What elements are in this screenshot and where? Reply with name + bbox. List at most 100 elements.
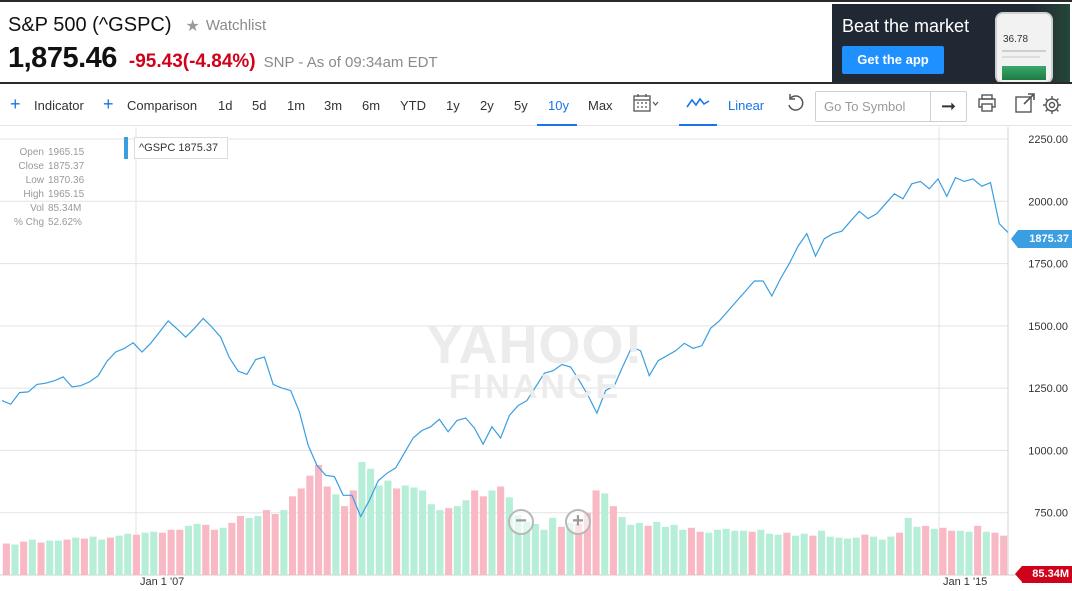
price-row: 1,875.46 -95.43(-4.84%) SNP - As of 09:3…: [8, 42, 438, 75]
volume-bar: [826, 536, 834, 575]
volume-bar: [904, 517, 912, 575]
phone-line: [1002, 50, 1046, 52]
plus-icon: +: [103, 94, 114, 114]
volume-bar: [210, 529, 219, 575]
volume-bar: [618, 516, 626, 575]
goto-symbol: ➞: [815, 91, 967, 122]
popout-icon[interactable]: [1015, 93, 1035, 118]
as-of-text: SNP - As of 09:34am EDT: [263, 54, 438, 71]
volume-bar: [670, 524, 678, 575]
volume-bar: [818, 530, 826, 575]
volume-bar: [627, 524, 635, 575]
ohlc-label: Low: [25, 175, 44, 186]
y-tick-label: 1000.00: [1028, 445, 1068, 457]
volume-bar: [202, 524, 210, 575]
volume-bar: [687, 527, 695, 575]
reset-icon[interactable]: [786, 93, 804, 118]
last-volume-tag: 85.34M: [1015, 566, 1072, 583]
zoom-in-button[interactable]: +: [565, 509, 591, 535]
y-tick-label: 750.00: [1034, 508, 1068, 520]
volume-bar: [497, 486, 505, 575]
volume-bar: [11, 544, 19, 575]
volume-bar: [427, 504, 435, 575]
zoom-out-button[interactable]: −: [508, 509, 534, 535]
volume-bar: [748, 531, 756, 575]
comparison-button[interactable]: + Comparison: [103, 94, 197, 114]
range-tab-1m[interactable]: 1m: [287, 98, 306, 113]
range-tab-ytd[interactable]: YTD: [400, 98, 426, 113]
goto-symbol-input[interactable]: [816, 92, 930, 121]
volume-bar: [54, 540, 62, 575]
volume-bar: [965, 531, 973, 575]
volume-bar: [436, 510, 444, 575]
gear-icon[interactable]: [1042, 95, 1062, 120]
ohlc-label: Close: [18, 161, 44, 172]
volume-bar: [896, 532, 904, 575]
volume-bar: [783, 532, 791, 575]
range-tab-1y[interactable]: 1y: [446, 98, 460, 113]
title-row: S&P 500 (^GSPC) ★ Watchlist: [8, 14, 266, 37]
y-tick-label: 2250.00: [1028, 134, 1068, 146]
symbol-title: S&P 500 (^GSPC): [8, 14, 172, 36]
volume-bar: [609, 506, 617, 575]
volume-bar: [375, 485, 383, 575]
volume-bar: [63, 539, 71, 575]
ohlc-row: % Chg 52.62%: [6, 216, 98, 230]
range-tab-10y[interactable]: 10y: [548, 98, 569, 113]
chart-area[interactable]: 2250.00 2000.00 1750.00 1500.00 1250.00 1000.…: [0, 127, 1072, 591]
volume-bar: [791, 535, 800, 575]
volume-bar: [566, 522, 574, 575]
volume-bar: [644, 525, 652, 575]
watchlist-link[interactable]: Watchlist: [205, 17, 267, 34]
volume-bar: [236, 516, 245, 575]
last-price-tag: 1875.37: [1011, 230, 1072, 248]
scale-toggle[interactable]: Linear: [728, 98, 765, 113]
series-legend: ^GSPC 1875.37: [134, 137, 228, 159]
ohlc-label: % Chg: [13, 217, 44, 228]
volume-bar: [479, 496, 487, 575]
volume-bar: [713, 529, 722, 575]
star-icon[interactable]: ★: [185, 17, 200, 35]
get-app-button[interactable]: Get the app: [842, 46, 944, 74]
volume-bar: [557, 526, 565, 575]
volume-bar: [956, 530, 964, 575]
range-tab-2y[interactable]: 2y: [480, 98, 494, 113]
ohlc-label: Vol: [30, 203, 44, 214]
range-tab-3m[interactable]: 3m: [324, 98, 343, 113]
plus-icon: +: [10, 94, 21, 114]
calendar-icon[interactable]: [633, 93, 659, 118]
print-icon[interactable]: [977, 94, 997, 117]
line-chart-icon[interactable]: [686, 96, 710, 115]
volume-bar: [844, 538, 852, 575]
volume-bar: [774, 534, 782, 575]
arrow-right-icon[interactable]: ➞: [930, 92, 966, 121]
volume-bar: [254, 516, 262, 575]
volume-bar: [193, 523, 201, 575]
volume-bar: [809, 535, 817, 575]
quote-header: S&P 500 (^GSPC) ★ Watchlist 1,875.46 -95…: [0, 0, 1072, 84]
indicator-button[interactable]: + Indicator: [10, 94, 84, 114]
volume-bar: [141, 532, 149, 575]
range-tab-1d[interactable]: 1d: [218, 98, 233, 113]
range-tab-5d[interactable]: 5d: [252, 98, 267, 113]
range-tab-max[interactable]: Max: [588, 98, 613, 113]
volume-bar: [280, 510, 288, 575]
volume-bar: [445, 508, 453, 575]
volume-bar: [271, 514, 279, 575]
volume-bar: [288, 496, 297, 575]
volume-bar: [315, 464, 323, 575]
app-ad-banner[interactable]: Beat the market Get the app 36.78: [832, 4, 1070, 82]
y-tick-label: 1750.00: [1028, 259, 1068, 271]
volume-bar: [358, 461, 366, 575]
price-chart[interactable]: 2250.00 2000.00 1750.00 1500.00 1250.00 1000.…: [0, 127, 1072, 591]
ohlc-label: Open: [19, 147, 44, 158]
ohlc-row: High 1965.15: [6, 188, 98, 202]
volume-bar: [384, 480, 392, 575]
volume-bar: [722, 528, 730, 575]
range-tab-5y[interactable]: 5y: [514, 98, 528, 113]
range-tab-6m[interactable]: 6m: [362, 98, 381, 113]
volume-bar: [887, 536, 895, 575]
chart-toolbar: + Indicator + Comparison 1d 5d 1m 3m 6m YTD 1y…: [0, 86, 1072, 126]
volume-bar: [115, 535, 123, 575]
volume-bar: [1000, 535, 1008, 575]
